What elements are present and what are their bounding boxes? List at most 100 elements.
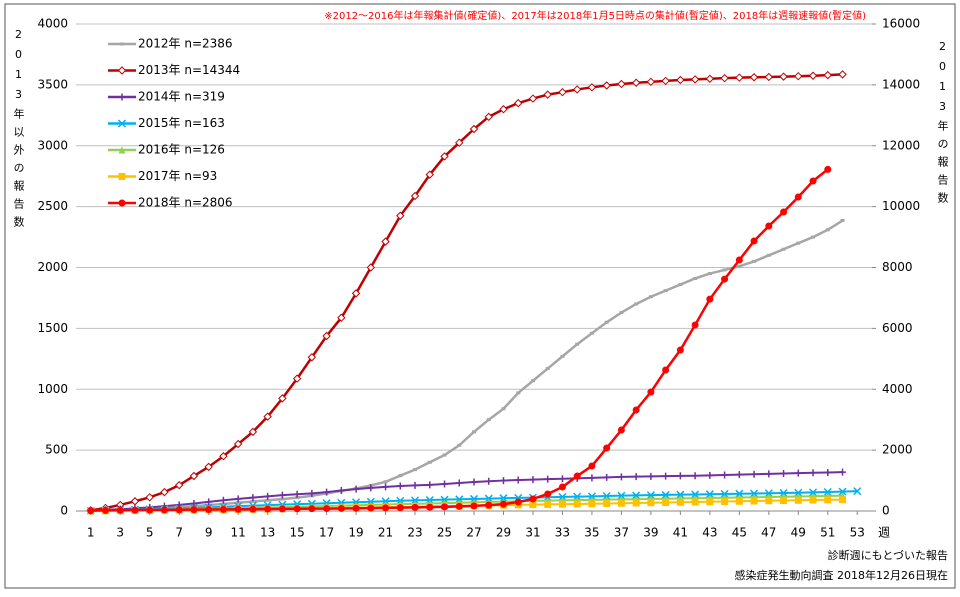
marker bbox=[425, 170, 434, 179]
marker-shape bbox=[691, 321, 699, 329]
x-tick-label: 5 bbox=[146, 526, 154, 540]
marker bbox=[809, 469, 817, 477]
x-tick-label: 33 bbox=[555, 526, 570, 540]
marker-shape bbox=[765, 222, 773, 230]
marker bbox=[396, 504, 404, 512]
y2-tick-label: 6000 bbox=[882, 321, 913, 335]
marker bbox=[558, 483, 566, 491]
marker bbox=[204, 462, 213, 472]
marker bbox=[690, 75, 700, 84]
marker bbox=[721, 275, 729, 283]
marker bbox=[307, 353, 317, 362]
marker bbox=[293, 505, 301, 513]
marker-shape bbox=[647, 499, 655, 507]
marker bbox=[588, 462, 596, 470]
marker-shape bbox=[646, 77, 656, 87]
marker-shape bbox=[706, 498, 714, 506]
marker-shape bbox=[367, 484, 375, 492]
x-tick-label: 1 bbox=[87, 526, 95, 540]
marker-shape bbox=[382, 504, 390, 512]
marker bbox=[780, 497, 788, 505]
marker-shape bbox=[264, 492, 272, 500]
marker-shape bbox=[308, 505, 316, 513]
y2-tick-label: 8000 bbox=[882, 260, 913, 274]
x-tick-label: 39 bbox=[643, 526, 658, 540]
marker bbox=[499, 105, 508, 114]
marker bbox=[647, 499, 655, 507]
marker bbox=[603, 444, 611, 452]
marker-shape bbox=[499, 500, 507, 508]
marker bbox=[499, 477, 507, 485]
marker-shape bbox=[249, 494, 257, 502]
marker-shape bbox=[662, 472, 670, 480]
marker-shape bbox=[293, 490, 301, 498]
marker-shape bbox=[602, 81, 611, 90]
marker bbox=[410, 191, 420, 201]
marker-shape bbox=[146, 506, 154, 514]
marker-shape bbox=[411, 503, 419, 511]
legend-label: 2018年 n=2806 bbox=[138, 196, 233, 210]
marker bbox=[662, 472, 670, 480]
marker bbox=[381, 237, 390, 246]
legend-label: 2017年 n=93 bbox=[138, 169, 217, 183]
marker bbox=[646, 491, 655, 500]
marker bbox=[558, 492, 567, 501]
series-line bbox=[90, 471, 843, 512]
marker bbox=[234, 495, 242, 503]
marker-shape bbox=[455, 502, 463, 510]
marker bbox=[396, 211, 405, 220]
marker-shape bbox=[780, 497, 788, 505]
marker-shape bbox=[587, 83, 597, 92]
marker bbox=[632, 491, 641, 500]
marker bbox=[735, 497, 743, 505]
marker bbox=[426, 481, 434, 489]
series-line bbox=[90, 219, 844, 512]
marker-shape bbox=[131, 506, 139, 514]
marker-shape bbox=[765, 470, 773, 478]
marker-shape bbox=[721, 275, 729, 283]
marker-shape bbox=[249, 505, 257, 513]
marker-shape bbox=[617, 491, 626, 500]
marker-shape bbox=[662, 498, 670, 506]
marker-shape bbox=[514, 498, 522, 506]
x-tick-label: 15 bbox=[289, 526, 304, 540]
marker-shape bbox=[750, 237, 758, 245]
marker-shape bbox=[764, 72, 774, 82]
marker bbox=[351, 289, 361, 298]
marker bbox=[706, 498, 714, 506]
marker-shape bbox=[381, 237, 390, 246]
marker-shape bbox=[661, 490, 670, 499]
marker-shape bbox=[337, 313, 346, 322]
marker-shape bbox=[691, 498, 699, 506]
marker bbox=[219, 496, 227, 504]
marker-shape bbox=[824, 496, 832, 504]
marker bbox=[794, 488, 803, 497]
marker bbox=[750, 489, 759, 498]
marker bbox=[116, 506, 124, 514]
marker-shape bbox=[248, 427, 258, 437]
series-line bbox=[90, 168, 829, 512]
marker-shape bbox=[337, 487, 345, 495]
marker-shape bbox=[219, 496, 227, 504]
marker bbox=[765, 497, 773, 505]
y-tick-label: 0 bbox=[60, 504, 68, 518]
marker-shape bbox=[794, 469, 802, 477]
marker-shape bbox=[484, 112, 493, 122]
marker-shape bbox=[632, 473, 640, 481]
x-tick-label: 23 bbox=[407, 526, 422, 540]
x-tick-label: 47 bbox=[761, 526, 776, 540]
marker bbox=[337, 504, 345, 512]
x-tick-label: 3 bbox=[116, 526, 124, 540]
marker-shape bbox=[691, 490, 700, 499]
marker bbox=[441, 480, 449, 488]
marker bbox=[676, 346, 684, 354]
marker bbox=[706, 295, 714, 303]
marker bbox=[632, 499, 640, 507]
marker-shape bbox=[705, 490, 714, 499]
marker-shape bbox=[145, 493, 154, 502]
marker-shape bbox=[234, 495, 242, 503]
marker bbox=[691, 498, 699, 506]
marker-shape bbox=[691, 472, 699, 480]
marker bbox=[765, 470, 773, 478]
